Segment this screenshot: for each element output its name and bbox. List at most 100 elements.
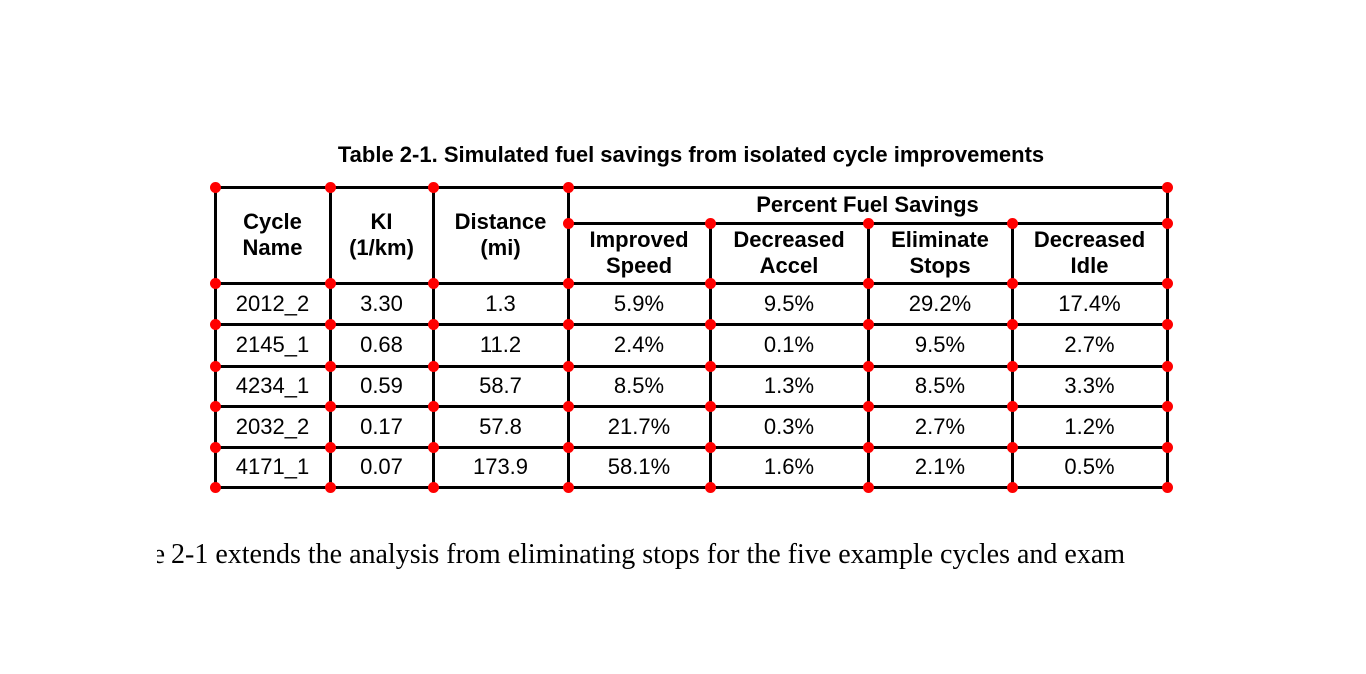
annotation-dot xyxy=(1162,319,1173,330)
table-cell-text: 9.5% xyxy=(914,332,966,357)
annotation-dot xyxy=(705,401,716,412)
body-paragraph: e 2-1 extends the analysis from eliminati… xyxy=(157,537,1125,573)
table-cell-text: 57.8 xyxy=(479,413,522,439)
table-cell-text: 21.7% xyxy=(607,413,671,439)
table-cell-text: 0.68 xyxy=(360,332,403,357)
annotation-dot xyxy=(563,401,574,412)
annotation-dot xyxy=(705,482,716,493)
table-caption: Table 2-1. Simulated fuel savings from i… xyxy=(337,142,1045,167)
table-cell-text: 4234_1 xyxy=(235,373,310,398)
column-header: Eliminate Stops xyxy=(868,223,1012,283)
table-cell: 58.7 xyxy=(433,366,568,406)
annotation-dot xyxy=(428,182,439,193)
annotation-dot xyxy=(428,278,439,289)
annotation-dot xyxy=(1007,482,1018,493)
annotation-dot xyxy=(325,482,336,493)
table-cell-text: 2.7% xyxy=(914,413,966,439)
column-header-text: Decreased xyxy=(733,227,845,252)
annotation-dot xyxy=(1162,442,1173,453)
annotation-dot xyxy=(863,361,874,372)
annotation-dot xyxy=(325,401,336,412)
table-cell-text: 8.5% xyxy=(613,373,665,398)
table-cell: 9.5% xyxy=(710,283,868,324)
table-grid-line xyxy=(214,282,1168,285)
table-grid-line xyxy=(214,405,1168,408)
column-header-text: Cycle xyxy=(243,209,302,234)
table-cell: 8.5% xyxy=(868,366,1012,406)
table-cell: 0.68 xyxy=(330,324,433,366)
table-cell-text: 1.3 xyxy=(485,290,516,316)
table-cell-text: 2145_1 xyxy=(235,332,310,357)
column-header: Improved Speed xyxy=(568,223,710,283)
table-grid-line xyxy=(709,222,712,488)
table-grid-line xyxy=(214,323,1168,326)
table-cell-text: 4171_1 xyxy=(235,454,310,479)
table-cell: 1.3% xyxy=(710,366,868,406)
annotation-dot xyxy=(325,442,336,453)
annotation-dot xyxy=(325,319,336,330)
annotation-dot xyxy=(210,442,221,453)
annotation-dot xyxy=(563,442,574,453)
annotation-dot xyxy=(210,361,221,372)
table-cell: 9.5% xyxy=(868,324,1012,366)
table-cell: 0.59 xyxy=(330,366,433,406)
table-grid-line xyxy=(1166,186,1169,488)
table-grid-line xyxy=(214,186,217,488)
table-cell: 5.9% xyxy=(568,283,710,324)
table-grid-line xyxy=(867,222,870,488)
table-cell-text: 8.5% xyxy=(914,373,966,398)
annotation-dot xyxy=(1162,182,1173,193)
column-header: Decreased Idle xyxy=(1012,223,1167,283)
annotation-dot xyxy=(325,278,336,289)
table-grid-line xyxy=(329,186,332,488)
table-cell: 0.3% xyxy=(710,406,868,447)
table-cell-text: 29.2% xyxy=(908,290,972,316)
table-cell: 2145_1 xyxy=(215,324,330,366)
annotation-dot xyxy=(705,218,716,229)
table-grid-line xyxy=(1011,222,1014,488)
annotation-dot xyxy=(863,482,874,493)
table-cell-text: 2.7% xyxy=(1064,332,1115,357)
table-cell-text: 58.1% xyxy=(607,454,671,479)
table-cell: 8.5% xyxy=(568,366,710,406)
annotation-dot xyxy=(1162,401,1173,412)
table-cell: 0.5% xyxy=(1012,447,1167,487)
annotation-dot xyxy=(563,278,574,289)
annotation-dot xyxy=(210,278,221,289)
table-cell-text: 2.1% xyxy=(914,454,966,479)
table-cell: 2.7% xyxy=(1012,324,1167,366)
table-grid-line xyxy=(567,186,570,488)
table-cell: 2012_2 xyxy=(215,283,330,324)
column-header-text: Improved xyxy=(589,227,689,252)
column-header-text: Stops xyxy=(909,253,971,278)
group-header: Percent Fuel Savings xyxy=(568,187,1167,223)
table-cell: 173.9 xyxy=(433,447,568,487)
annotation-dot xyxy=(1007,218,1018,229)
annotation-dot xyxy=(863,278,874,289)
column-header: Cycle Name xyxy=(215,187,330,283)
column-header-text: Idle xyxy=(1070,253,1109,278)
annotation-dot xyxy=(325,182,336,193)
table-cell: 4234_1 xyxy=(215,366,330,406)
annotation-dot xyxy=(1007,319,1018,330)
annotation-dot xyxy=(863,442,874,453)
table-cell-text: 5.9% xyxy=(613,290,665,316)
table-cell: 1.2% xyxy=(1012,406,1167,447)
table-cell: 2.7% xyxy=(868,406,1012,447)
table-cell: 4171_1 xyxy=(215,447,330,487)
table-grid-line xyxy=(432,186,435,488)
annotation-dot xyxy=(428,401,439,412)
column-header-text: Eliminate xyxy=(891,227,989,252)
table-cell: 0.1% xyxy=(710,324,868,366)
table-cell: 57.8 xyxy=(433,406,568,447)
table-cell: 0.17 xyxy=(330,406,433,447)
body-paragraph-text: 2-1 extends the analysis from eliminatin… xyxy=(171,539,1126,570)
table-cell: 21.7% xyxy=(568,406,710,447)
table-cell-text: 0.1% xyxy=(763,332,815,357)
table-cell-text: 0.3% xyxy=(763,413,815,439)
annotation-dot xyxy=(428,361,439,372)
annotation-dot xyxy=(1007,278,1018,289)
table-cell-text: 11.2 xyxy=(479,332,522,357)
column-header-text: Accel xyxy=(759,253,819,278)
